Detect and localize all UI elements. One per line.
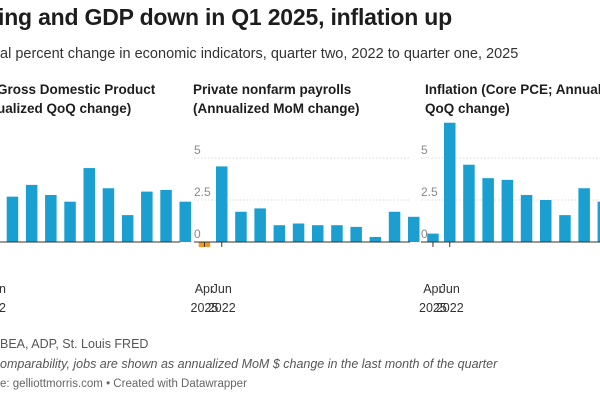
payrolls-y-tick-label: 0	[194, 227, 201, 241]
payrolls-panel-title-line-2: (Annualized MoM change)	[193, 101, 360, 116]
payrolls-bar	[388, 211, 401, 242]
gdp-x-tick-label: n	[0, 282, 6, 296]
inflation-y-tick-label: 0	[421, 227, 428, 241]
payrolls-bar	[254, 208, 266, 242]
gdp-bar	[6, 196, 19, 242]
comparability-note: omparability, jobs are shown as annualiz…	[0, 357, 498, 371]
chart-notes: BEA, ADP, St. Louis FRED omparability, j…	[0, 334, 497, 394]
payrolls-y-tick-label: 2.5	[194, 185, 211, 199]
payrolls-panel-title: Private nonfarm payrolls (Annualized MoM…	[193, 80, 360, 118]
inflation-x-tick-year: 2022	[436, 301, 464, 315]
inflation-y-tick-label: 2.5	[421, 185, 438, 199]
inflation-bar	[482, 178, 494, 242]
gdp-bar	[160, 189, 172, 242]
gdp-panel-title: Gross Domestic Product ualized QoQ chang…	[0, 80, 155, 118]
payrolls-panel-title-line-1: Private nonfarm payrolls	[193, 82, 352, 97]
payrolls-x-tick-year: 2022	[208, 301, 236, 315]
inflation-bar	[559, 215, 571, 242]
gdp-bar	[121, 215, 134, 242]
payrolls-bar	[408, 216, 420, 242]
gdp-bar	[64, 201, 76, 242]
source-note: BEA, ADP, St. Louis FRED	[0, 337, 149, 351]
payrolls-x-tick-label: Apr	[423, 282, 442, 296]
gdp-panel-title-line-2: ualized QoQ change)	[0, 101, 132, 116]
inflation-x-tick-label: Jun	[440, 282, 460, 296]
inflation-bar	[578, 188, 590, 242]
credit-note: e: gelliottmorris.com • Created with Dat…	[0, 378, 247, 390]
inflation-bar	[444, 122, 456, 242]
inflation-panel-title-line-2: QoQ change)	[425, 101, 510, 116]
payrolls-bar	[331, 225, 343, 242]
gdp-x-tick-year: 2	[0, 301, 6, 315]
inflation-bar	[501, 179, 514, 242]
payrolls-bar	[427, 233, 439, 242]
gdp-x-tick-year: 2025	[191, 301, 219, 315]
gdp-panel-title-line-1: Gross Domestic Product	[0, 82, 156, 97]
payrolls-bar	[350, 226, 362, 242]
gdp-bar	[102, 188, 115, 242]
gdp-x-tick-label: Apr	[195, 282, 214, 296]
gdp-bar	[141, 191, 153, 242]
payrolls-x-tick-year: 2025	[419, 301, 447, 315]
chart-subtitle: al percent change in economic indicators…	[0, 46, 519, 62]
payrolls-y-tick-label: 5	[194, 143, 201, 157]
payrolls-bar	[235, 211, 247, 242]
inflation-bar	[463, 164, 475, 242]
payrolls-x-tick-label: Jun	[212, 282, 232, 296]
payrolls-bar	[369, 236, 382, 242]
payrolls-bar	[273, 225, 286, 242]
inflation-panel-title-line-1: Inflation (Core PCE; Annual	[425, 82, 600, 97]
gdp-bar	[83, 168, 95, 242]
payrolls-bar	[312, 225, 324, 242]
payrolls-bar	[216, 166, 228, 242]
chart-title: ing and GDP down in Q1 2025, inflation u…	[0, 4, 452, 30]
inflation-y-tick-label: 5	[421, 143, 428, 157]
gdp-bar	[45, 194, 57, 242]
inflation-panel-title: Inflation (Core PCE; Annual QoQ change)	[425, 80, 600, 118]
gdp-bar	[179, 201, 191, 242]
inflation-bar	[520, 194, 533, 242]
inflation-bar	[540, 200, 552, 242]
gdp-bar	[25, 184, 38, 242]
payrolls-bar	[292, 223, 305, 242]
inflation-bar	[597, 201, 600, 242]
